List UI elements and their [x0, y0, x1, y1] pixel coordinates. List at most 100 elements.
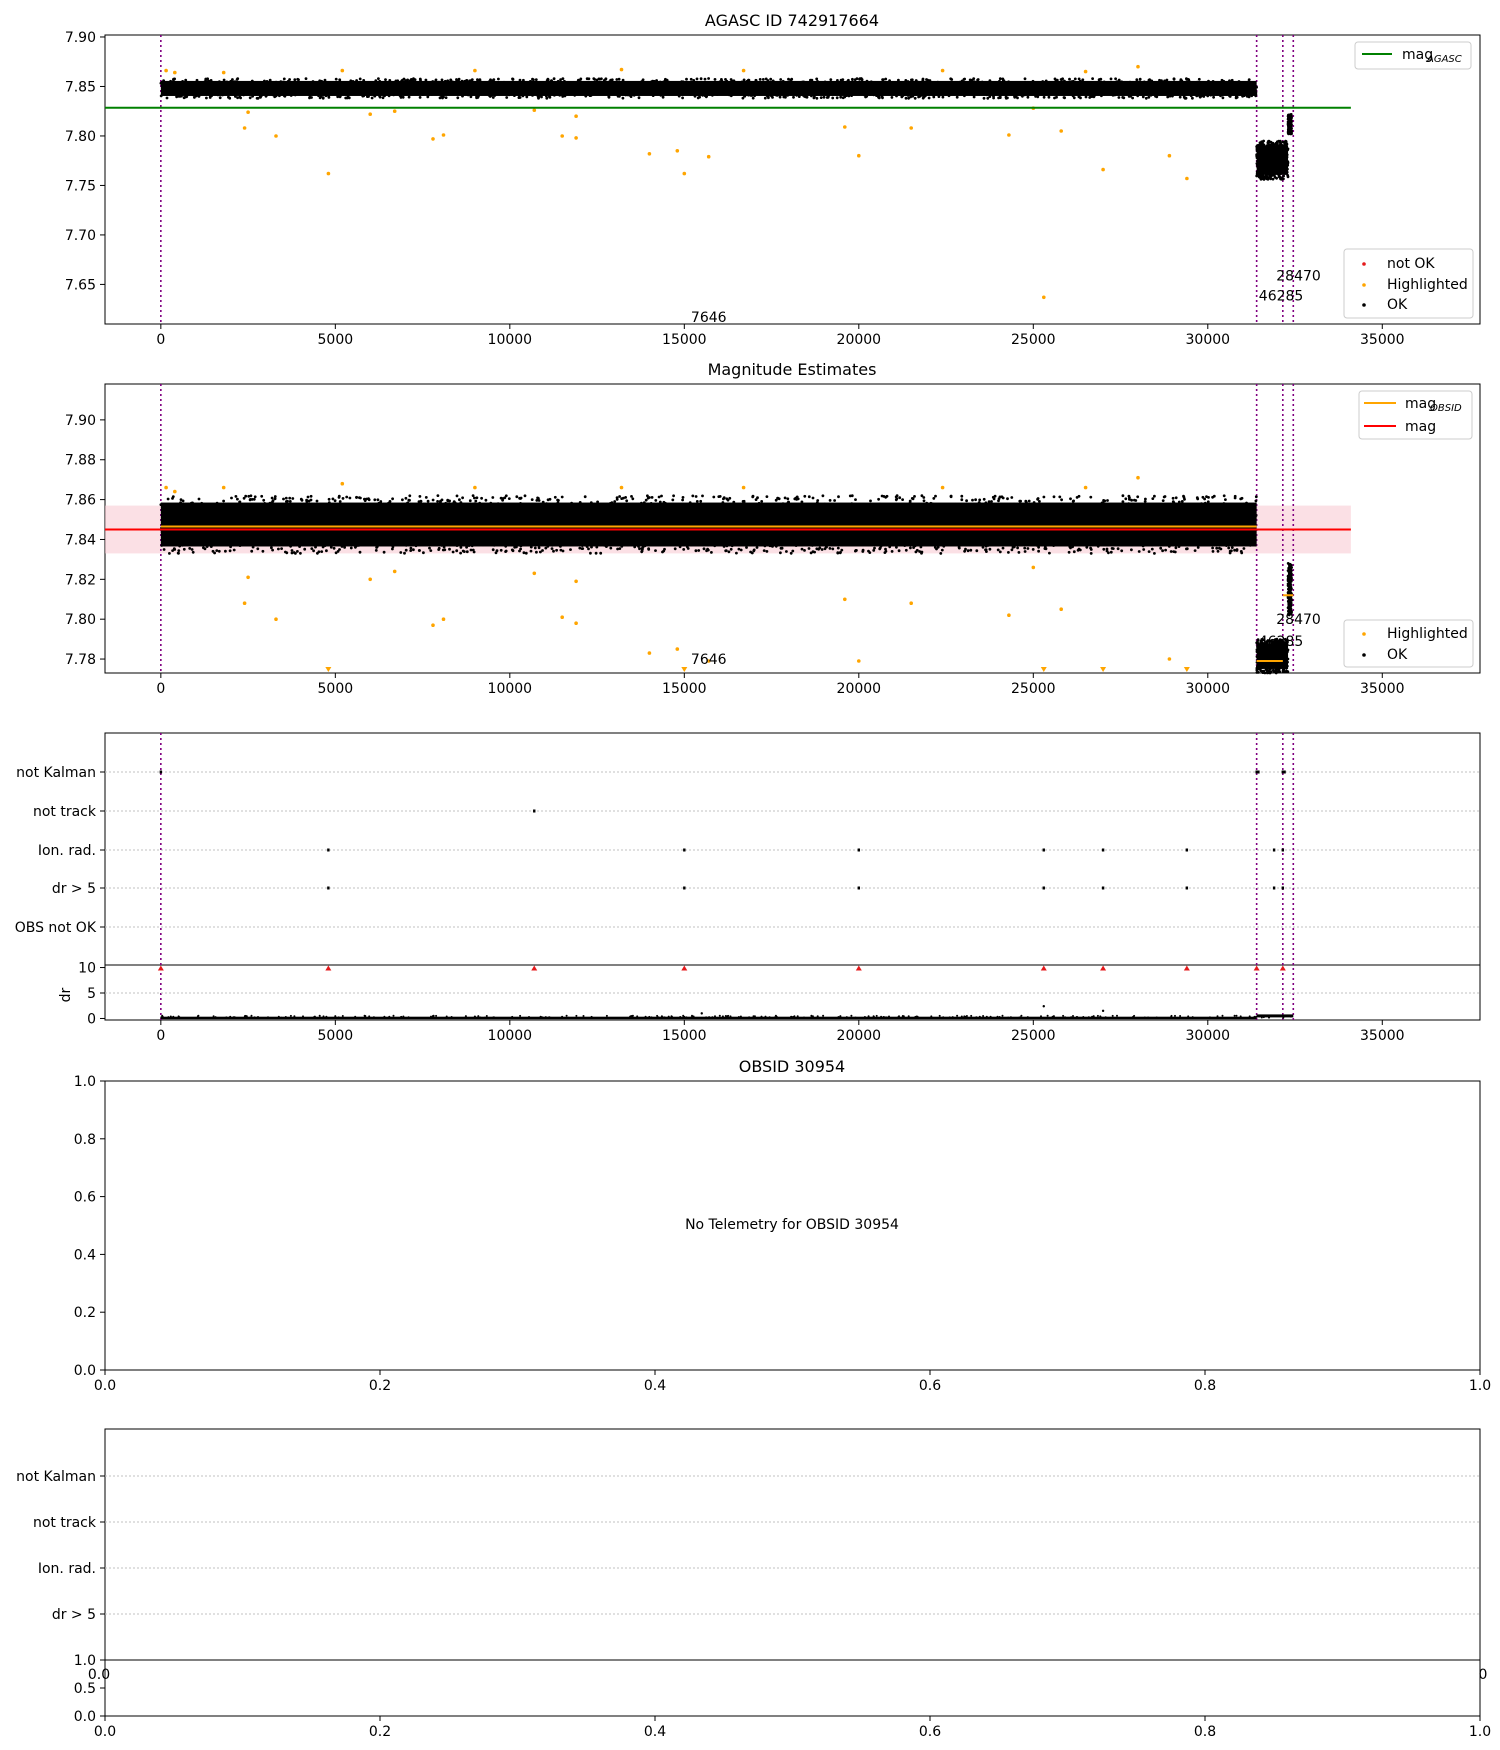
ok-point	[630, 536, 633, 539]
ok-point	[1233, 86, 1237, 89]
ok-point	[1211, 550, 1215, 553]
ok-point	[993, 83, 997, 87]
ok-point	[770, 515, 774, 519]
ok-point	[740, 80, 744, 84]
ok-point	[561, 95, 565, 98]
ok-point	[1007, 551, 1010, 554]
ok-point	[1036, 82, 1040, 85]
ok-point	[689, 540, 692, 544]
ok-point	[1061, 506, 1065, 510]
ok-point	[1271, 159, 1275, 162]
ok-point	[507, 535, 510, 539]
ok-point	[533, 82, 537, 86]
ok-point	[1071, 505, 1075, 509]
ok-point	[604, 530, 608, 533]
ok-point	[735, 551, 738, 555]
ok-point	[581, 536, 585, 540]
ok-point	[1221, 96, 1225, 100]
ok-point	[386, 502, 390, 505]
ok-point	[195, 89, 199, 93]
ok-point	[1163, 81, 1167, 85]
ok-point	[472, 550, 476, 554]
ok-point	[559, 78, 562, 81]
ok-point	[341, 536, 345, 540]
ok-point	[906, 80, 910, 83]
ok-point	[502, 80, 506, 84]
ok-point	[1157, 543, 1160, 547]
ok-point	[866, 516, 869, 520]
ok-point	[678, 518, 682, 522]
ok-point	[578, 86, 582, 90]
ok-point	[226, 517, 230, 521]
ok-point	[1035, 518, 1039, 521]
ok-point	[705, 531, 709, 535]
ok-point	[491, 96, 495, 99]
ok-point	[388, 79, 392, 82]
ok-point	[999, 84, 1003, 88]
ok-point	[321, 536, 324, 539]
ok-point	[966, 549, 970, 553]
ok-point	[274, 80, 278, 84]
ok-point	[311, 80, 315, 83]
ok-point	[484, 498, 488, 502]
ok-point	[1006, 88, 1009, 92]
ok-point	[632, 81, 636, 84]
ok-point	[439, 535, 443, 538]
ok-point	[997, 497, 1001, 500]
ok-point	[208, 532, 212, 536]
ok-point	[247, 494, 251, 498]
ok-point	[575, 507, 579, 511]
ok-point	[626, 540, 630, 543]
ok-point	[509, 542, 513, 545]
ok-point	[309, 83, 313, 87]
ok-point	[290, 551, 294, 555]
ok-point	[1281, 157, 1285, 160]
ok-point	[464, 504, 467, 507]
ok-point	[1248, 543, 1252, 547]
ok-point	[296, 550, 299, 553]
ok-point	[1022, 542, 1025, 546]
x-tick-label: 20000	[837, 332, 882, 348]
ok-point	[787, 77, 790, 81]
highlighted-point	[706, 154, 711, 159]
ok-point	[823, 80, 827, 84]
ok-point	[1266, 157, 1270, 161]
ok-point	[1032, 501, 1036, 504]
ok-point	[893, 542, 896, 546]
ok-point	[807, 508, 811, 512]
ok-point	[460, 79, 464, 83]
ok-point	[471, 494, 475, 497]
ok-point	[881, 90, 884, 94]
ok-point	[1260, 149, 1263, 153]
ok-point	[1077, 92, 1081, 96]
ok-point	[387, 82, 391, 86]
ok-point	[650, 520, 654, 524]
ok-point	[820, 548, 824, 551]
ok-point	[1284, 156, 1287, 160]
ok-point	[1224, 90, 1228, 94]
ok-point	[1213, 88, 1217, 92]
ok-point	[1177, 545, 1181, 548]
ok-point	[330, 517, 333, 521]
ok-point	[661, 95, 665, 99]
ok-point	[1121, 96, 1125, 99]
ok-point	[1117, 96, 1121, 99]
ok-point	[664, 519, 667, 523]
ok-point	[696, 96, 700, 100]
ok-point	[1084, 95, 1088, 99]
ok-point	[374, 82, 378, 86]
ok-point	[713, 78, 717, 81]
ok-point	[642, 86, 646, 90]
ok-point	[983, 543, 986, 546]
ok-point	[957, 546, 961, 550]
ok-point	[428, 513, 432, 517]
ok-point	[926, 78, 930, 82]
ok-point	[497, 533, 501, 537]
ok-point	[750, 93, 754, 97]
ok-point	[710, 551, 713, 554]
ok-point	[424, 88, 428, 92]
ok-point	[1146, 91, 1150, 94]
ok-point	[505, 536, 508, 539]
y-tick-label: 7.90	[65, 30, 96, 46]
